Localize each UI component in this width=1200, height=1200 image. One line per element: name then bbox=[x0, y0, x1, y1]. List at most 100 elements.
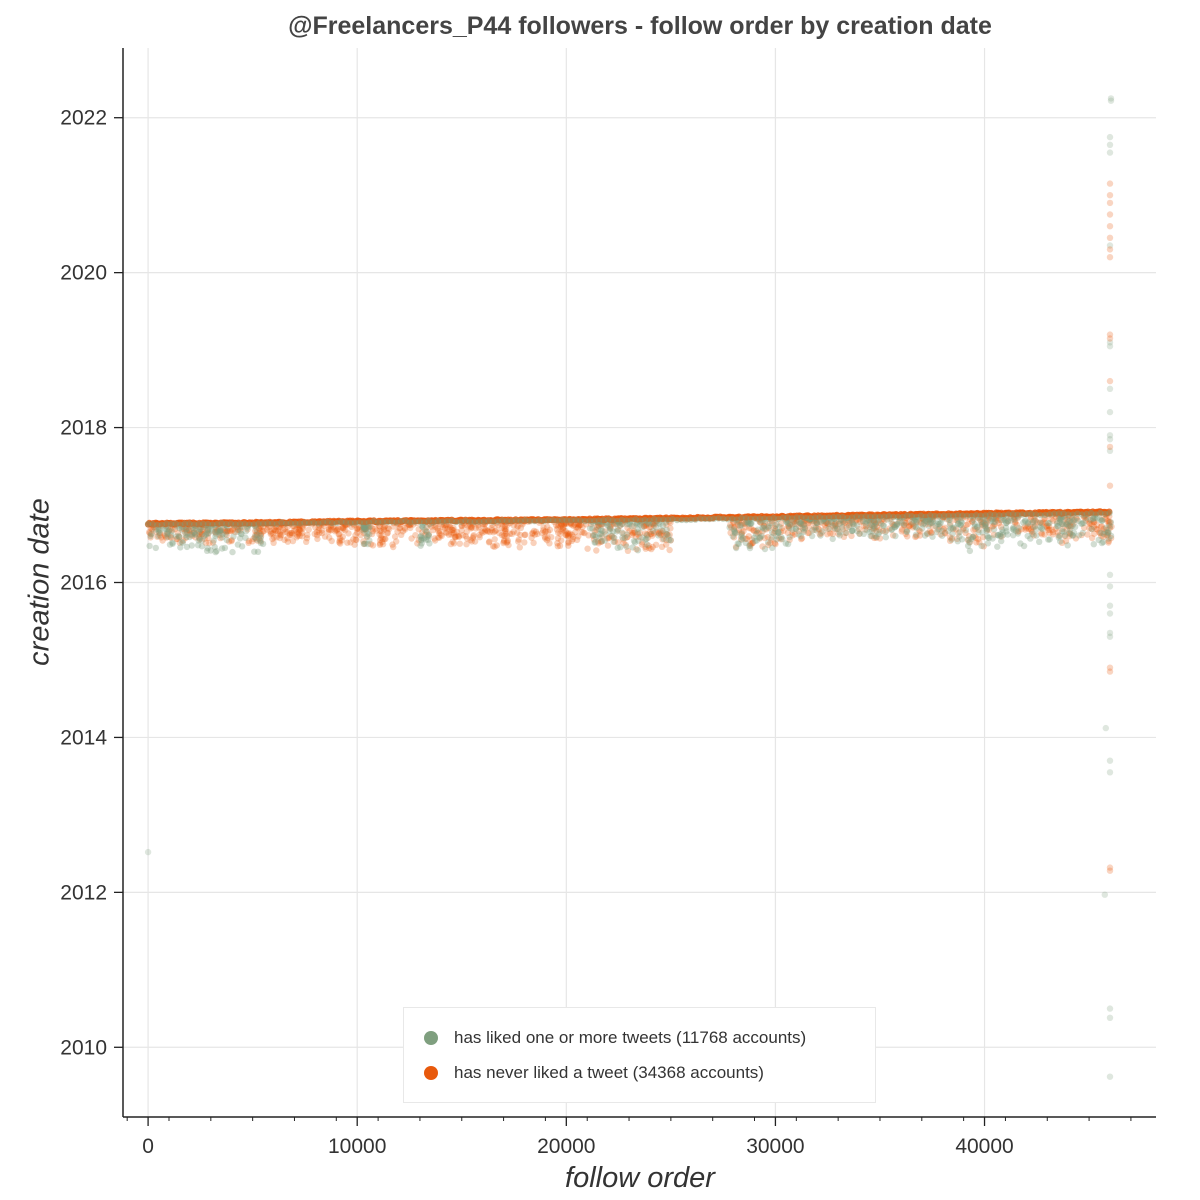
point-never-liked bbox=[167, 533, 174, 541]
point-liked bbox=[195, 520, 202, 528]
legend-marker-never-liked bbox=[424, 1066, 438, 1080]
point-never-liked bbox=[479, 529, 486, 536]
point-never-liked bbox=[1054, 529, 1062, 536]
point-never-liked bbox=[270, 539, 277, 546]
point-liked bbox=[947, 525, 955, 532]
point-never-liked bbox=[360, 526, 368, 533]
point-liked bbox=[949, 530, 956, 538]
point-liked bbox=[310, 519, 317, 526]
point-never-liked bbox=[163, 534, 170, 541]
point-never-liked bbox=[1038, 529, 1045, 537]
point-never-liked bbox=[813, 519, 820, 526]
point-liked bbox=[786, 524, 793, 532]
point-liked bbox=[644, 532, 651, 539]
legend-item-never-liked: has never liked a tweet (34368 accounts) bbox=[424, 1063, 764, 1083]
point-never-liked bbox=[998, 533, 1005, 540]
point-liked bbox=[155, 532, 162, 540]
point-never-liked bbox=[969, 518, 976, 525]
point-never-liked bbox=[367, 541, 374, 548]
point-never-liked bbox=[486, 528, 494, 536]
point-liked bbox=[418, 536, 425, 544]
legend-item-liked: has liked one or more tweets (11768 acco… bbox=[424, 1028, 806, 1048]
point-liked bbox=[212, 532, 219, 540]
point-liked bbox=[166, 541, 174, 548]
point-liked bbox=[627, 517, 635, 524]
point-liked bbox=[1075, 532, 1083, 539]
point-never-liked bbox=[791, 518, 798, 525]
point-never-liked bbox=[797, 520, 804, 527]
point-liked bbox=[986, 511, 994, 518]
point-never-liked bbox=[1067, 531, 1074, 538]
point-liked bbox=[259, 540, 267, 548]
point-never-liked bbox=[786, 536, 793, 543]
point-never-liked bbox=[458, 522, 465, 530]
point-never-liked bbox=[338, 537, 345, 544]
point-never-liked bbox=[218, 527, 225, 534]
point-never-liked bbox=[991, 521, 998, 528]
point-never-liked bbox=[568, 531, 576, 538]
point-never-liked bbox=[636, 533, 643, 541]
point-liked bbox=[1064, 521, 1071, 528]
point-never-liked bbox=[568, 537, 576, 545]
point-never-liked bbox=[376, 541, 384, 548]
point-liked bbox=[634, 529, 642, 536]
point-liked bbox=[977, 512, 984, 519]
point-never-liked bbox=[741, 520, 748, 528]
point-liked bbox=[724, 516, 731, 523]
point-liked bbox=[210, 537, 217, 544]
point-liked bbox=[370, 518, 377, 525]
point-never-liked bbox=[798, 535, 806, 542]
point-never-liked bbox=[436, 527, 443, 535]
point-liked bbox=[1069, 511, 1077, 518]
point-liked bbox=[946, 521, 954, 529]
point-liked bbox=[658, 527, 665, 534]
point-liked bbox=[1000, 512, 1007, 519]
point-liked bbox=[994, 532, 1002, 539]
point-never-liked bbox=[454, 532, 461, 539]
point-never-liked bbox=[835, 530, 842, 538]
point-never-liked bbox=[629, 529, 637, 537]
point-never-liked bbox=[342, 527, 349, 534]
point-never-liked bbox=[173, 535, 180, 543]
point-never-liked bbox=[288, 529, 295, 537]
point-liked bbox=[929, 533, 936, 540]
point-never-liked bbox=[866, 523, 873, 531]
point-liked bbox=[664, 516, 672, 523]
point-never-liked bbox=[796, 523, 803, 530]
point-never-liked bbox=[469, 534, 477, 542]
point-never-liked bbox=[1068, 518, 1075, 526]
point-liked bbox=[619, 534, 626, 541]
point-never-liked bbox=[770, 530, 777, 537]
point-liked bbox=[1090, 515, 1097, 522]
point-never-liked bbox=[359, 526, 366, 533]
point-never-liked bbox=[598, 522, 605, 529]
point-never-liked bbox=[295, 529, 302, 536]
point-never-liked bbox=[901, 518, 909, 525]
point-never-liked bbox=[559, 524, 567, 532]
point-liked bbox=[634, 525, 641, 533]
point-liked bbox=[871, 532, 879, 539]
point-liked bbox=[738, 521, 745, 529]
point-liked bbox=[950, 512, 957, 519]
point-liked bbox=[726, 524, 733, 531]
point-liked bbox=[745, 519, 753, 526]
point-liked bbox=[782, 540, 789, 547]
point-never-liked bbox=[562, 531, 570, 538]
point-never-liked bbox=[314, 535, 321, 543]
point-liked bbox=[969, 533, 976, 541]
point-never-liked bbox=[767, 520, 774, 527]
point-never-liked bbox=[1073, 514, 1080, 522]
point-never-liked bbox=[559, 526, 567, 533]
point-never-liked bbox=[562, 527, 569, 535]
point-liked bbox=[259, 520, 267, 527]
point-never-liked bbox=[181, 529, 189, 536]
point-liked bbox=[945, 516, 952, 524]
point-liked bbox=[719, 515, 727, 522]
point-liked bbox=[738, 514, 745, 522]
point-liked bbox=[739, 534, 747, 542]
point-liked bbox=[858, 513, 865, 521]
point-liked bbox=[848, 527, 856, 534]
point-liked bbox=[417, 536, 425, 543]
point-liked bbox=[931, 512, 938, 520]
point-never-liked bbox=[500, 539, 507, 547]
